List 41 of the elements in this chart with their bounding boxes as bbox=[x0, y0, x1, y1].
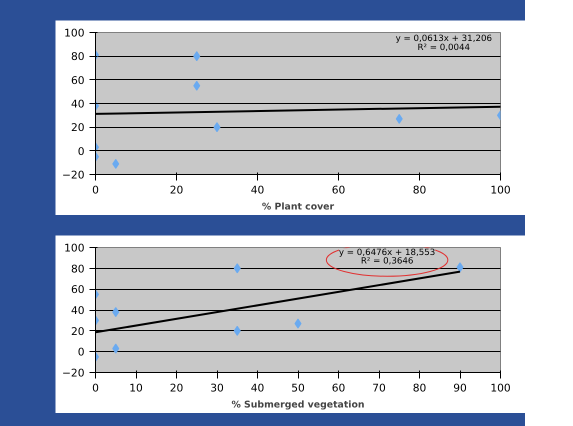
y-tick-label: 60 bbox=[70, 74, 85, 87]
point bbox=[234, 326, 241, 336]
annotation: y = 0,0613x + 31,206 bbox=[396, 34, 492, 44]
y-tick-label: 100 bbox=[64, 26, 85, 40]
x-tick-label: 100 bbox=[490, 382, 511, 394]
y-tick-label: 0 bbox=[78, 144, 85, 158]
x-tick-label: 50 bbox=[291, 382, 305, 394]
x-tick-label: 80 bbox=[412, 184, 426, 196]
x-tick-label: 60 bbox=[332, 382, 346, 394]
y-tick-label: 20 bbox=[70, 121, 85, 134]
x-tick-label: 80 bbox=[412, 382, 426, 394]
y-tick-label: 100 bbox=[64, 242, 85, 254]
y-tick-label: 80 bbox=[70, 262, 85, 276]
x-tick-label: 100 bbox=[490, 184, 511, 196]
x-tick-label: 90 bbox=[453, 382, 467, 394]
x-tick-label: 0 bbox=[92, 382, 100, 394]
point bbox=[112, 307, 120, 318]
x-tick-label: 10 bbox=[129, 382, 143, 394]
y-tick-label: −20 bbox=[62, 168, 85, 182]
x-tick-label: 20 bbox=[170, 184, 184, 196]
y-tick-label: 0 bbox=[78, 346, 85, 359]
x-axis-title: % Submerged vegetation bbox=[231, 400, 365, 410]
x-tick-label: 60 bbox=[332, 184, 346, 196]
x-tick-label: 30 bbox=[210, 382, 224, 394]
y-tick-label: 80 bbox=[70, 50, 85, 64]
x-tick-label: 40 bbox=[250, 382, 264, 394]
y-tick-label: 40 bbox=[70, 304, 85, 317]
point bbox=[112, 344, 120, 354]
y-tick-label: 40 bbox=[70, 98, 85, 110]
y-tick-label: 20 bbox=[70, 324, 85, 338]
annotation: R² = 0,3646 bbox=[360, 256, 414, 266]
x-tick-label: 0 bbox=[92, 184, 100, 196]
x-tick-label: 70 bbox=[372, 382, 386, 394]
y-tick-label: 60 bbox=[70, 283, 85, 296]
y-tick-label: −20 bbox=[62, 366, 85, 380]
x-tick-label: 40 bbox=[250, 184, 264, 196]
annotation: R² = 0,0044 bbox=[418, 43, 471, 54]
x-axis-title: % Plant cover bbox=[262, 202, 335, 212]
x-tick-label: 20 bbox=[170, 382, 184, 394]
annotation: y = 0,6476x + 18,553 bbox=[338, 248, 436, 258]
point bbox=[234, 263, 241, 274]
